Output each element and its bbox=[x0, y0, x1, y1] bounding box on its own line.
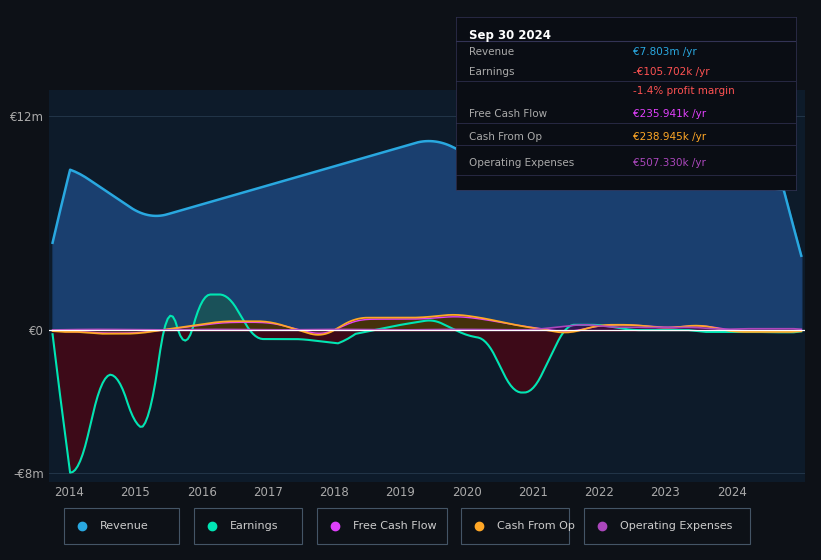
Text: Free Cash Flow: Free Cash Flow bbox=[470, 109, 548, 119]
Text: -1.4% profit margin: -1.4% profit margin bbox=[633, 86, 735, 96]
Text: €235.941k /yr: €235.941k /yr bbox=[633, 109, 706, 119]
Text: Cash From Op: Cash From Op bbox=[498, 521, 575, 531]
Text: €7.803m /yr: €7.803m /yr bbox=[633, 46, 696, 57]
Text: Free Cash Flow: Free Cash Flow bbox=[353, 521, 436, 531]
Text: Operating Expenses: Operating Expenses bbox=[620, 521, 732, 531]
Text: Cash From Op: Cash From Op bbox=[470, 132, 543, 142]
Text: -€105.702k /yr: -€105.702k /yr bbox=[633, 67, 709, 77]
Text: Revenue: Revenue bbox=[100, 521, 149, 531]
Text: Earnings: Earnings bbox=[470, 67, 515, 77]
Text: Sep 30 2024: Sep 30 2024 bbox=[470, 29, 551, 42]
Text: €238.945k /yr: €238.945k /yr bbox=[633, 132, 706, 142]
Text: Operating Expenses: Operating Expenses bbox=[470, 157, 575, 167]
Text: €507.330k /yr: €507.330k /yr bbox=[633, 157, 706, 167]
Text: Earnings: Earnings bbox=[230, 521, 278, 531]
Text: Revenue: Revenue bbox=[470, 46, 515, 57]
